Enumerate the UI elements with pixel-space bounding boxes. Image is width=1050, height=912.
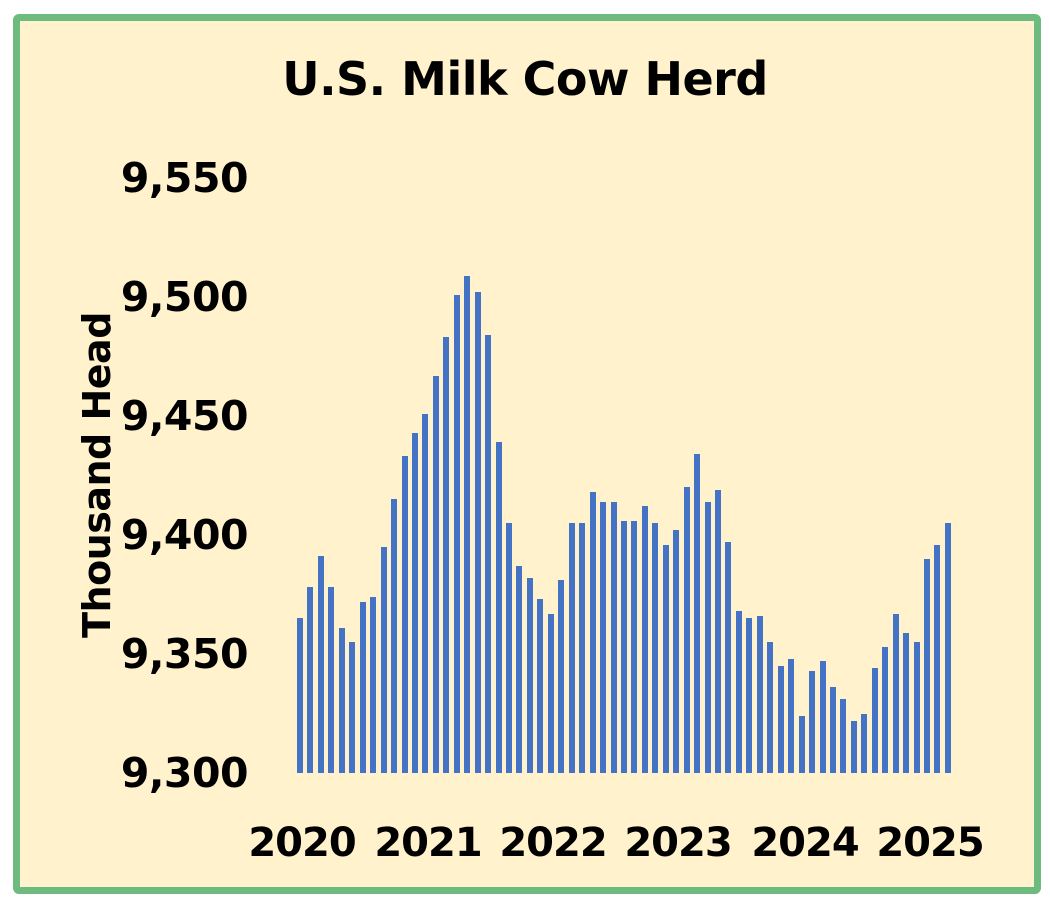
bar [506, 523, 512, 773]
x-tick-label: 2021 [374, 820, 482, 866]
bar [829, 687, 836, 773]
bar [432, 375, 439, 773]
bar [746, 618, 753, 773]
bar [840, 699, 847, 773]
bar [725, 542, 732, 773]
bar [600, 501, 607, 773]
bar [652, 523, 659, 773]
bar [411, 432, 418, 773]
bar [474, 292, 481, 773]
bar [317, 556, 324, 773]
bar [913, 642, 920, 773]
bar [715, 489, 721, 773]
x-tick-label: 2020 [248, 820, 356, 866]
x-tick-label: 2023 [624, 820, 732, 866]
bar [924, 558, 930, 773]
x-tick-label: 2024 [751, 820, 859, 866]
y-tick-label: 9,550 [120, 154, 249, 202]
bar [401, 456, 408, 773]
bar [537, 599, 544, 773]
x-tick-label: 2022 [499, 820, 607, 866]
bar [944, 523, 951, 773]
bar [558, 580, 565, 773]
bar [516, 565, 523, 773]
bar [453, 294, 460, 773]
y-axis-title: Thousand Head [75, 312, 119, 638]
bar [767, 642, 774, 773]
bar [307, 587, 314, 773]
bar [547, 613, 554, 773]
bar [443, 337, 450, 773]
chart-title: U.S. Milk Cow Herd [282, 52, 768, 106]
bar [819, 661, 826, 773]
bar [777, 665, 784, 773]
bar [735, 611, 742, 773]
bar [641, 506, 648, 773]
bar [631, 520, 638, 773]
bar [359, 601, 366, 773]
bar [788, 658, 795, 773]
x-tick-label: 2025 [876, 820, 984, 866]
bar [662, 544, 669, 773]
bar [610, 501, 617, 773]
bar [297, 618, 303, 773]
bar [328, 587, 335, 773]
y-tick-label: 9,450 [120, 392, 249, 440]
bar [673, 530, 680, 773]
bar [579, 523, 586, 773]
bar [934, 544, 941, 773]
bar [798, 715, 805, 773]
bar [495, 442, 502, 773]
bar [756, 615, 763, 773]
y-tick-label: 9,500 [120, 273, 249, 321]
bar [861, 713, 868, 773]
y-tick-label: 9,400 [120, 511, 249, 559]
bar [892, 613, 899, 773]
bar [882, 646, 889, 773]
bar [704, 501, 711, 773]
bar [338, 627, 345, 773]
y-tick-label: 9,300 [120, 749, 249, 797]
bar [809, 670, 816, 773]
bar [422, 413, 429, 773]
bar [464, 275, 471, 773]
bar [850, 720, 857, 773]
bar [391, 499, 398, 773]
bar [526, 577, 533, 773]
bar [903, 632, 910, 773]
bar [871, 668, 878, 773]
bar [349, 642, 356, 773]
bar [370, 596, 377, 773]
bar [380, 546, 387, 773]
bar [683, 487, 690, 773]
bar [694, 454, 701, 773]
bar [485, 335, 492, 773]
bar [589, 492, 596, 773]
bar [568, 523, 575, 773]
bar [620, 520, 627, 773]
y-tick-label: 9,350 [120, 630, 249, 678]
